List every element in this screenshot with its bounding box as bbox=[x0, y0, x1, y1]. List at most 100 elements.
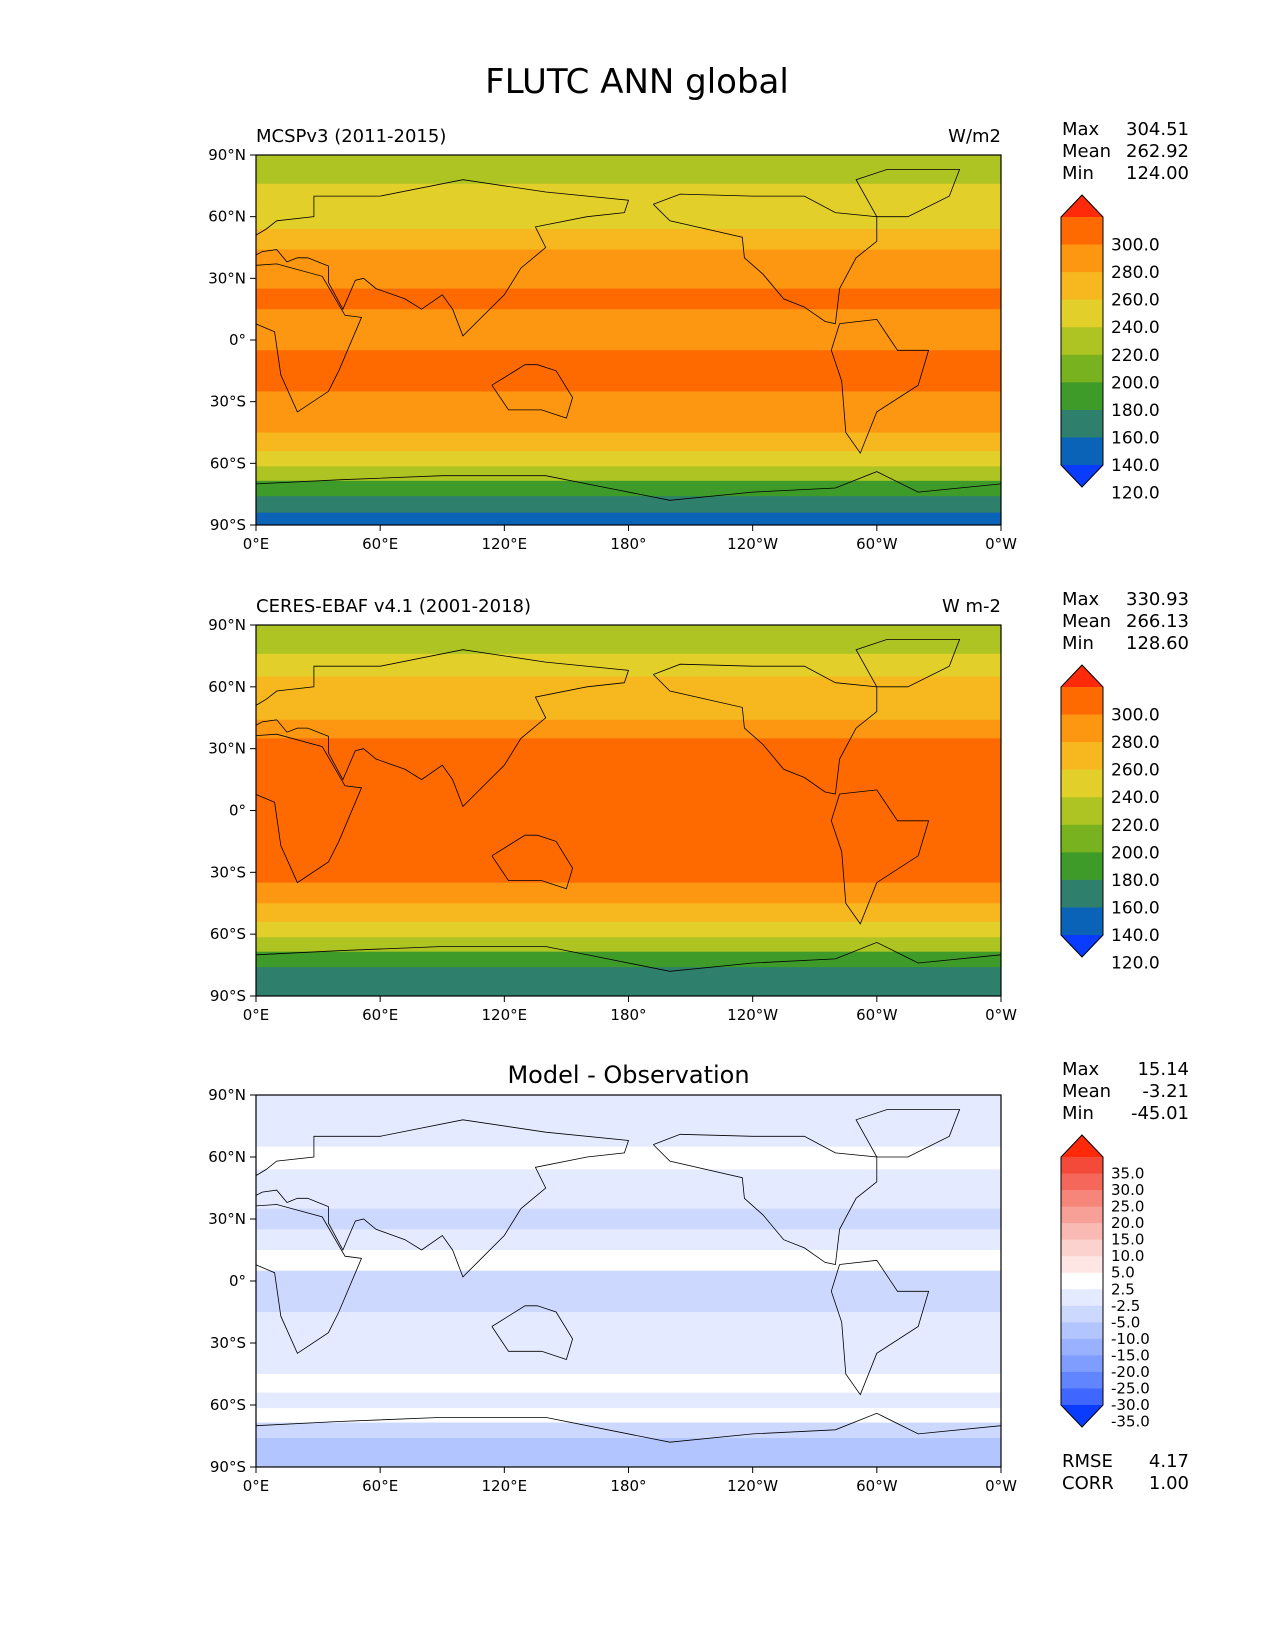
colorbar-swatch bbox=[1061, 354, 1103, 383]
colorbar-swatch bbox=[1061, 244, 1103, 273]
lat-band bbox=[256, 370, 1001, 392]
colorbar-label: 280.0 bbox=[1111, 733, 1160, 753]
x-tick-label: 0°W bbox=[985, 1477, 1017, 1495]
map-field bbox=[256, 155, 1001, 525]
x-tick-label: 0°W bbox=[985, 535, 1017, 553]
y-tick-label: 0° bbox=[229, 1272, 246, 1290]
coastline bbox=[256, 649, 630, 808]
x-tick-label: 120°W bbox=[727, 1006, 778, 1024]
colorbar-swatch bbox=[1061, 769, 1103, 798]
stat-value: 1.00 bbox=[1149, 1473, 1189, 1494]
y-tick-label: 30°N bbox=[208, 1210, 246, 1228]
lat-band bbox=[256, 451, 1001, 468]
colorbar-outline bbox=[1060, 664, 1104, 958]
lat-band bbox=[256, 1190, 1001, 1210]
colorbar-extend-bottom bbox=[1061, 465, 1103, 487]
lat-band bbox=[256, 466, 1001, 482]
lat-band bbox=[256, 1146, 1001, 1170]
colorbar-label: 140.0 bbox=[1111, 456, 1160, 476]
stat-value: 128.60 bbox=[1126, 633, 1189, 654]
stat-label: Max bbox=[1062, 589, 1100, 610]
colorbar-swatch bbox=[1061, 1289, 1103, 1307]
colorbar-label: 30.0 bbox=[1111, 1181, 1144, 1199]
y-tick-label: 60°N bbox=[208, 1148, 246, 1166]
x-tick-label: 60°E bbox=[362, 1477, 398, 1495]
colorbar-label: 160.0 bbox=[1111, 428, 1160, 448]
lat-band bbox=[256, 800, 1001, 822]
colorbar-outline bbox=[1060, 1134, 1104, 1428]
coastline bbox=[256, 471, 1001, 501]
coastline bbox=[256, 733, 363, 884]
colorbar-label: 25.0 bbox=[1111, 1198, 1144, 1216]
y-tick-label: 60°S bbox=[210, 454, 246, 472]
colorbar-label: 300.0 bbox=[1111, 236, 1160, 256]
lat-band bbox=[256, 967, 1001, 985]
lat-band bbox=[256, 625, 1001, 655]
colorbar-label: 120.0 bbox=[1111, 954, 1160, 974]
lat-band bbox=[256, 288, 1001, 310]
colorbar-label: -10.0 bbox=[1111, 1330, 1150, 1348]
x-tick-label: 120°E bbox=[482, 1477, 528, 1495]
colorbar-swatch bbox=[1061, 1206, 1103, 1224]
coastline bbox=[256, 1412, 1001, 1443]
stat-value: 262.92 bbox=[1126, 141, 1189, 162]
lat-band bbox=[256, 1438, 1001, 1456]
y-tick-label: 90°S bbox=[210, 987, 246, 1005]
y-tick-label: 60°S bbox=[210, 925, 246, 943]
coastline bbox=[491, 834, 574, 890]
x-tick-label: 180° bbox=[610, 1477, 646, 1495]
colorbar-label: -2.5 bbox=[1111, 1297, 1140, 1315]
y-tick-label: 90°N bbox=[208, 616, 246, 634]
x-tick-label: 120°W bbox=[727, 535, 778, 553]
colorbar-label: 2.5 bbox=[1111, 1280, 1135, 1298]
lat-band bbox=[256, 1095, 1001, 1125]
lat-band bbox=[256, 1270, 1001, 1292]
colorbar-label: 240.0 bbox=[1111, 788, 1160, 808]
lat-band bbox=[256, 329, 1001, 351]
stat-label: Max bbox=[1062, 1059, 1100, 1080]
stat-value: 124.00 bbox=[1126, 163, 1189, 184]
colorbar-label: -30.0 bbox=[1111, 1396, 1150, 1414]
colorbar-label: 180.0 bbox=[1111, 401, 1160, 421]
lat-band bbox=[256, 391, 1001, 413]
coastline bbox=[653, 193, 878, 325]
x-tick-label: 0°E bbox=[243, 535, 270, 553]
colorbar-swatch bbox=[1061, 1355, 1103, 1373]
stat-value: 4.17 bbox=[1149, 1451, 1189, 1472]
panel-1: MCSPv3 (2011-2015) W/m2 90°N 60°N 30°N 0° 30°S… bbox=[208, 119, 1189, 553]
y-tick-label: 30°S bbox=[210, 1334, 246, 1352]
lat-band bbox=[256, 1123, 1001, 1148]
stat-label: Mean bbox=[1062, 611, 1111, 632]
colorbar-swatch bbox=[1061, 1190, 1103, 1208]
panel-units: W m-2 bbox=[942, 596, 1001, 617]
stat-label: RMSE bbox=[1062, 1451, 1113, 1472]
x-tick-label: 0°E bbox=[243, 1477, 270, 1495]
stat-value: -3.21 bbox=[1142, 1081, 1189, 1102]
lat-band bbox=[256, 1229, 1001, 1251]
coastline bbox=[855, 639, 961, 688]
lat-band bbox=[256, 1422, 1001, 1439]
colorbar-label: -35.0 bbox=[1111, 1413, 1150, 1431]
lat-band bbox=[256, 155, 1001, 185]
lat-band bbox=[256, 1208, 1001, 1230]
lat-band bbox=[256, 921, 1001, 938]
lat-band bbox=[256, 1408, 1001, 1424]
stat-label: Mean bbox=[1062, 141, 1111, 162]
colorbar-extend-top bbox=[1061, 1135, 1103, 1157]
colorbar-label: 180.0 bbox=[1111, 871, 1160, 891]
lat-band bbox=[256, 309, 1001, 331]
y-tick-label: 60°S bbox=[210, 1396, 246, 1414]
stat-value: 304.51 bbox=[1126, 119, 1189, 140]
panel-units: W/m2 bbox=[948, 126, 1001, 147]
coastline bbox=[256, 1204, 363, 1354]
x-tick-label: 60°E bbox=[362, 535, 398, 553]
colorbar-label: 35.0 bbox=[1111, 1165, 1144, 1183]
lat-band bbox=[256, 496, 1001, 514]
lat-band bbox=[256, 229, 1001, 251]
lat-band bbox=[256, 951, 1001, 968]
x-tick-label: 0°E bbox=[243, 1006, 270, 1024]
colorbar-swatch bbox=[1061, 1157, 1103, 1175]
lat-band bbox=[256, 676, 1001, 700]
lat-band bbox=[256, 758, 1001, 781]
colorbar-label: 260.0 bbox=[1111, 761, 1160, 781]
